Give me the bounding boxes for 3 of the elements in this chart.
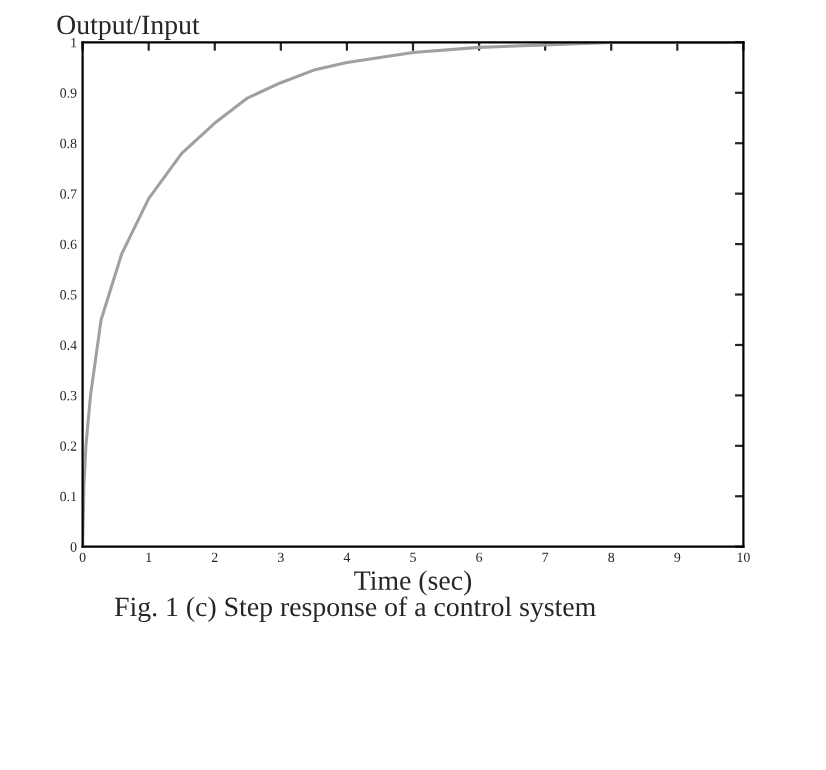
x-axis-title: Time (sec) (354, 570, 472, 596)
caption: Fig. 1 (c) Step response of a control system (114, 596, 596, 622)
chart-title: Output/Input (57, 15, 200, 40)
